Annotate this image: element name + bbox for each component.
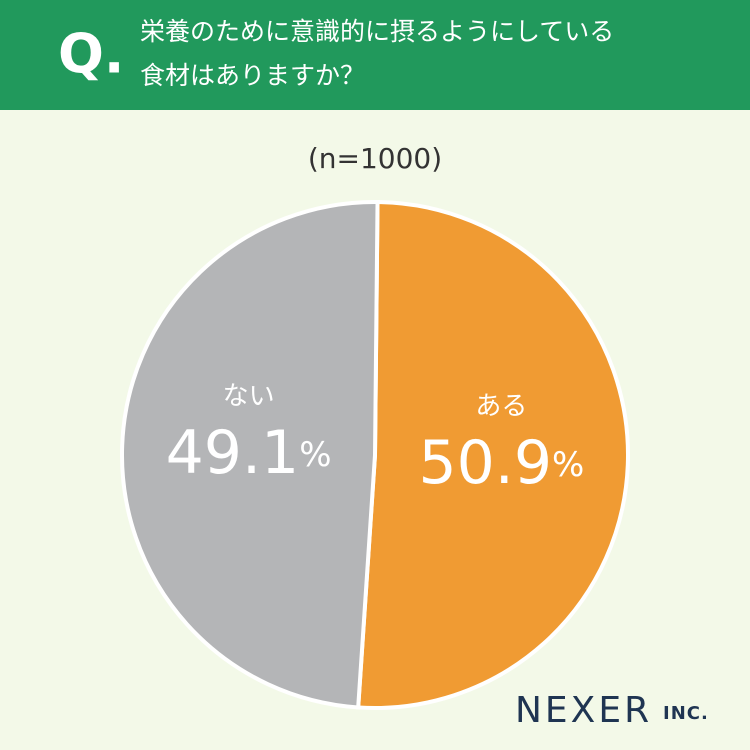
value-unit: % bbox=[299, 435, 331, 475]
pie-slice bbox=[120, 200, 380, 710]
subtitle: (n=1000) bbox=[308, 142, 442, 175]
slice-value: 50.9% bbox=[418, 427, 584, 497]
value-number: 50.9 bbox=[418, 427, 552, 497]
value-unit: % bbox=[552, 444, 584, 484]
value-number: 49.1 bbox=[166, 418, 300, 488]
pie-slice bbox=[356, 199, 630, 710]
pie: 50.9%49.1% bbox=[120, 199, 630, 710]
header bbox=[0, 0, 750, 110]
logo: NEXER bbox=[515, 690, 652, 731]
title-line: 食材はありますか？ bbox=[140, 61, 365, 90]
slice-label: ない bbox=[223, 382, 275, 412]
title-line: 栄養のために意識的に摂るようにしている bbox=[140, 17, 614, 46]
logo-suffix: INC. bbox=[663, 703, 709, 724]
slice-value: 49.1% bbox=[166, 418, 332, 488]
slice-label: ある bbox=[475, 391, 527, 421]
question-mark: Q. bbox=[58, 23, 124, 86]
